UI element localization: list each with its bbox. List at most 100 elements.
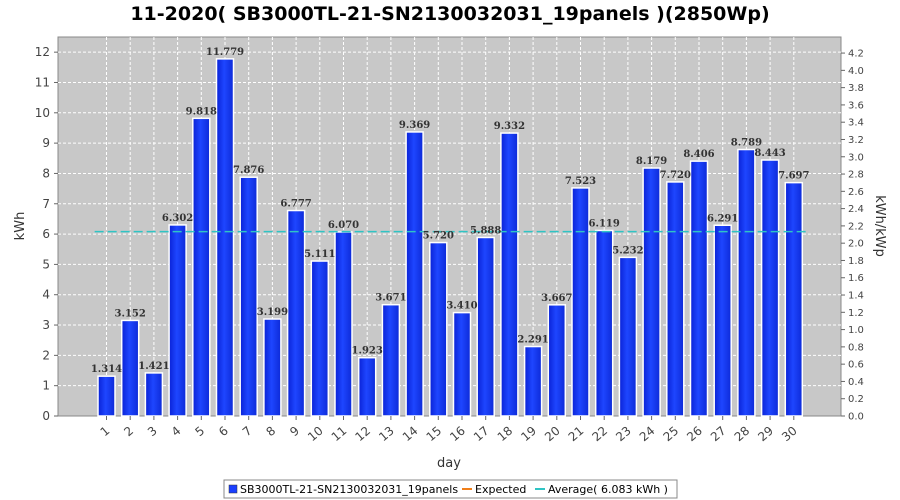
y2-tick-label: 1.0 [848,325,864,336]
legend-label-series: SB3000TL-21-SN2130032031_19panels [240,483,458,496]
data-label: 1.314 [91,364,122,375]
data-label: 1.421 [138,361,169,372]
bar [523,345,543,417]
data-label: 6.777 [280,199,311,210]
data-label: 8.179 [636,156,667,167]
data-label: 7.876 [233,165,264,176]
x-tick-label: 28 [732,424,753,445]
data-label: 7.523 [565,176,596,187]
y2-tick-label: 2.0 [848,239,864,250]
x-tick-label: 7 [240,424,255,440]
y2-tick-label: 1.6 [848,273,864,284]
y2-tick-label: 4.0 [848,66,864,77]
x-tick-label: 17 [471,424,492,445]
bar [310,260,330,417]
x-tick-label: 21 [566,424,587,445]
x-tick-label: 25 [661,424,682,445]
data-label: 3.671 [375,293,406,304]
data-label: 11.779 [206,47,244,58]
data-label: 1.923 [352,346,383,357]
bar [120,319,140,417]
data-label: 3.667 [541,293,572,304]
x-tick-label: 13 [376,424,397,445]
data-label: 3.152 [115,308,146,319]
chart-title: 11-2020( SB3000TL-21-SN2130032031_19pane… [130,3,769,25]
bar [618,256,638,417]
y2-tick-label: 2.2 [848,221,864,232]
x-tick-label: 12 [352,424,373,445]
data-label: 2.291 [517,335,548,346]
x-tick-label: 5 [192,424,207,440]
bars [97,58,804,417]
y2-tick-label: 3.6 [848,100,864,111]
bar [689,160,709,417]
bar [97,375,116,417]
data-label: 9.332 [494,121,525,132]
bar [452,311,472,417]
y2-tick-label: 2.6 [848,187,864,198]
bar [215,58,235,417]
y-tick-label: 12 [35,45,50,59]
x-tick-label: 11 [329,424,350,445]
bar [760,159,780,417]
data-label: 5.111 [304,249,335,260]
bar [571,187,590,417]
y2-tick-label: 3.0 [848,152,864,163]
x-tick-label: 2 [121,424,136,440]
bar [263,318,282,417]
y-tick-label: 5 [42,257,50,271]
y2-tick-label: 1.4 [848,291,864,302]
bar [500,132,519,417]
data-label: 8.443 [754,148,785,159]
x-tick-label: 9 [287,424,302,440]
x-tick-label: 30 [779,424,800,445]
legend-swatch-series [228,484,238,494]
y-tick-label: 3 [42,318,50,332]
data-label: 5.888 [470,225,501,236]
x-tick-label: 6 [216,424,231,440]
y-tick-label: 8 [42,166,50,180]
data-label: 8.406 [683,149,714,160]
x-tick-label: 20 [542,424,563,445]
x-tick-label: 18 [495,424,516,445]
bar [429,241,448,417]
bar [642,167,661,417]
x-tick-label: 23 [613,424,634,445]
y-tick-label: 4 [42,288,50,302]
y-tick-label: 0 [42,409,50,423]
y2-tick-label: 0.8 [848,342,864,353]
y2-tick-label: 0.2 [848,394,864,405]
y2-axis-label: kWh/kWp [872,195,887,257]
data-label: 3.199 [257,307,288,318]
legend-frame [223,479,678,499]
data-label: 8.789 [731,138,762,149]
data-label: 6.302 [162,213,193,224]
x-tick-label: 29 [755,424,776,445]
y-tick-label: 2 [42,348,50,362]
bar [357,356,377,417]
x-tick-label: 8 [263,424,278,440]
y-tick-label: 6 [42,227,50,241]
x-tick-label: 1 [98,424,113,440]
bar [144,372,164,417]
data-label: 7.720 [660,170,691,181]
bar [547,304,567,417]
y2-tick-label: 1.8 [848,256,864,267]
bar [713,224,732,417]
x-tick-label: 16 [447,424,468,445]
legend-label-average: Average( 6.083 kWh ) [548,483,668,496]
bar [334,231,353,417]
bar [594,229,614,417]
bar [381,303,401,417]
bar [737,148,756,417]
data-labels: 1.314 3.152 1.421 6.302 9.818 11.779 7.876 3.19… [91,47,810,375]
legend: SB3000TL-21-SN2130032031_19panels Expect… [223,479,678,499]
y2-tick-label: 3.2 [848,135,864,146]
bar [784,181,804,417]
y-tick-label: 9 [42,136,50,150]
y2-tick-label: 0.6 [848,360,864,371]
y2-tick-label: 0.4 [848,377,864,388]
data-label: 6.119 [589,218,620,229]
